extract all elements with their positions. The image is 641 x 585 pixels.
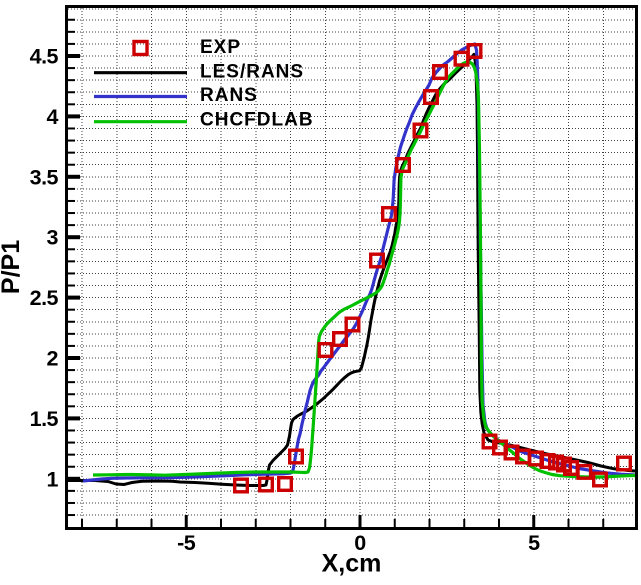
svg-text:1.5: 1.5 — [30, 407, 59, 431]
svg-text:4.5: 4.5 — [30, 45, 59, 69]
svg-text:0: 0 — [354, 531, 366, 555]
svg-text:4: 4 — [47, 105, 59, 129]
svg-text:5: 5 — [528, 531, 540, 555]
svg-text:P/P1: P/P1 — [0, 240, 25, 294]
svg-text:EXP: EXP — [200, 37, 241, 58]
svg-text:1: 1 — [47, 467, 59, 491]
svg-text:RANS: RANS — [200, 85, 258, 106]
svg-text:X,cm: X,cm — [322, 550, 382, 578]
svg-text:2: 2 — [47, 347, 59, 371]
svg-text:CHCFDLAB: CHCFDLAB — [200, 110, 314, 131]
svg-text:3: 3 — [47, 226, 59, 250]
svg-text:-5: -5 — [177, 531, 196, 555]
svg-text:3.5: 3.5 — [30, 165, 59, 189]
svg-text:2.5: 2.5 — [30, 286, 59, 310]
svg-text:LES/RANS: LES/RANS — [200, 62, 304, 83]
